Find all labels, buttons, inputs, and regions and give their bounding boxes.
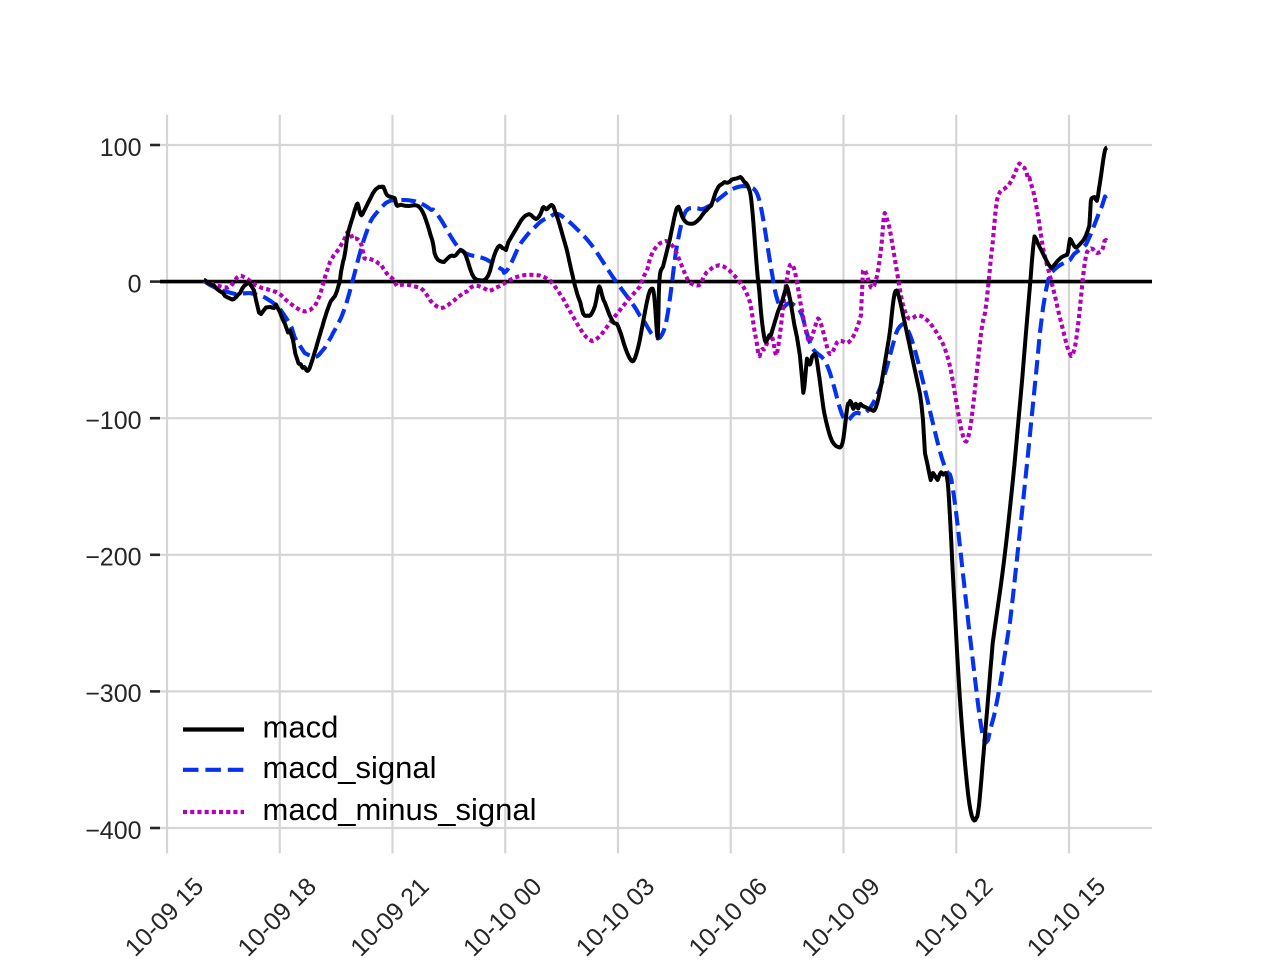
svg-text:macd: macd xyxy=(263,710,339,745)
svg-text:−400: −400 xyxy=(85,817,141,845)
svg-text:macd_minus_signal: macd_minus_signal xyxy=(263,792,537,827)
svg-text:100: 100 xyxy=(100,134,142,162)
svg-text:−300: −300 xyxy=(85,680,141,708)
svg-text:macd_signal: macd_signal xyxy=(263,750,437,785)
svg-text:−200: −200 xyxy=(85,544,141,572)
svg-text:−100: −100 xyxy=(85,407,141,435)
svg-text:0: 0 xyxy=(128,270,142,298)
